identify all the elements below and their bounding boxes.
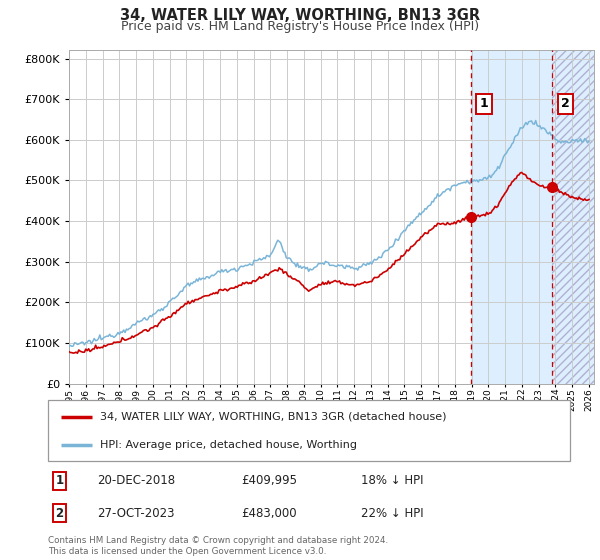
Text: 2: 2 (561, 97, 570, 110)
Text: 1: 1 (480, 97, 488, 110)
Text: HPI: Average price, detached house, Worthing: HPI: Average price, detached house, Wort… (100, 440, 357, 450)
Text: 34, WATER LILY WAY, WORTHING, BN13 3GR (detached house): 34, WATER LILY WAY, WORTHING, BN13 3GR (… (100, 412, 446, 422)
Text: £409,995: £409,995 (241, 474, 297, 487)
Bar (471, 50, 553, 384)
Text: 22% ↓ HPI: 22% ↓ HPI (361, 507, 424, 520)
Text: 20-DEC-2018: 20-DEC-2018 (98, 474, 176, 487)
Text: 2: 2 (55, 507, 64, 520)
Text: 34, WATER LILY WAY, WORTHING, BN13 3GR: 34, WATER LILY WAY, WORTHING, BN13 3GR (120, 8, 480, 23)
Text: 1: 1 (55, 474, 64, 487)
Text: £483,000: £483,000 (241, 507, 297, 520)
FancyBboxPatch shape (48, 400, 570, 461)
Text: 27-OCT-2023: 27-OCT-2023 (98, 507, 175, 520)
Text: 18% ↓ HPI: 18% ↓ HPI (361, 474, 424, 487)
Text: Price paid vs. HM Land Registry's House Price Index (HPI): Price paid vs. HM Land Registry's House … (121, 20, 479, 34)
Bar (553, 50, 594, 384)
Bar (553, 50, 594, 384)
Text: Contains HM Land Registry data © Crown copyright and database right 2024.
This d: Contains HM Land Registry data © Crown c… (48, 536, 388, 556)
